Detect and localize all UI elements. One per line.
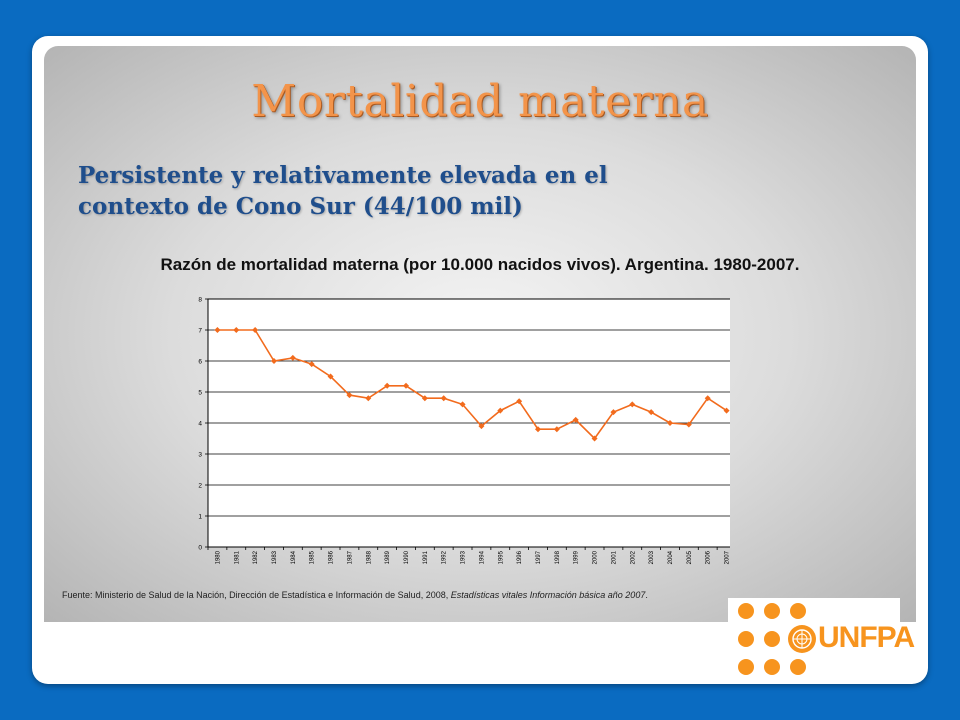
data-point — [440, 395, 447, 402]
data-point — [289, 354, 296, 361]
x-tick-label: 1994 — [479, 550, 485, 564]
logo-dot — [790, 659, 806, 675]
data-point — [271, 358, 277, 364]
data-point — [214, 327, 221, 333]
data-point — [403, 382, 409, 389]
x-tick-label: 1999 — [574, 550, 580, 564]
x-tick-label: 2002 — [630, 550, 636, 564]
logo-dot — [738, 603, 754, 619]
data-point — [723, 407, 730, 414]
x-tick-label: 2003 — [649, 550, 655, 564]
x-tick-label: 1991 — [423, 550, 429, 564]
y-tick-label: 4 — [198, 421, 202, 428]
x-tick-label: 2005 — [687, 550, 693, 564]
data-point — [685, 421, 692, 428]
source-prefix: Fuente: Ministerio de Salud de la Nación… — [62, 590, 451, 600]
data-point — [591, 435, 598, 442]
logo-dot — [738, 659, 754, 675]
data-point — [648, 409, 655, 416]
y-tick-label: 0 — [198, 545, 202, 552]
x-tick-label: 1995 — [498, 550, 504, 564]
x-tick-label: 2000 — [593, 550, 599, 564]
x-tick-label: 2004 — [668, 550, 674, 564]
slide-subtitle: Persistente y relativamente elevada en e… — [78, 160, 698, 222]
data-point — [346, 392, 353, 399]
logo-dot — [764, 603, 780, 619]
unfpa-logo: UNFPA — [728, 598, 915, 682]
data-point — [704, 395, 711, 402]
source-title: Estadísticas vitales Información básica … — [450, 590, 646, 600]
un-emblem-icon — [788, 625, 816, 653]
x-tick-label: 1980 — [215, 550, 221, 564]
data-point — [497, 407, 504, 414]
x-tick-label: 1986 — [329, 550, 335, 564]
data-point — [516, 398, 523, 405]
y-tick-label: 7 — [198, 328, 202, 335]
mortality-line-chart: 0 1 2 3 4 5 6 7 8 1980 1981 1982 1983 1984 1985 1986 198… — [198, 297, 730, 564]
x-tick-label: 2007 — [725, 550, 730, 564]
y-tick-label: 5 — [198, 390, 202, 397]
data-point — [610, 409, 617, 416]
data-point — [327, 373, 334, 380]
data-point — [459, 401, 466, 408]
x-tick-label: 1984 — [291, 550, 297, 564]
logo-dot — [764, 659, 780, 675]
x-tick-label: 1982 — [253, 550, 259, 564]
logo-dot — [738, 631, 754, 647]
y-tick-label: 8 — [198, 297, 202, 304]
series-line — [217, 329, 728, 440]
data-point — [421, 395, 428, 402]
data-point — [365, 395, 372, 402]
x-tick-label: 1996 — [517, 550, 523, 564]
data-point — [629, 401, 636, 408]
source-suffix: . — [645, 590, 648, 600]
y-tick-label: 2 — [198, 483, 202, 490]
data-point — [553, 426, 560, 433]
subtitle-line-2: contexto de Cono Sur (44/100 mil) — [78, 193, 523, 220]
x-tick-label: 1983 — [272, 550, 278, 564]
x-tick-label: 1987 — [347, 550, 353, 564]
slide-title: Mortalidad materna — [251, 76, 709, 127]
data-point — [384, 382, 391, 389]
y-tick-label: 3 — [198, 452, 202, 459]
data-point — [572, 416, 579, 423]
x-tick-label: 1981 — [234, 550, 240, 564]
x-tick-label: 1997 — [536, 550, 542, 564]
y-tick-label: 1 — [198, 514, 202, 521]
subtitle-line-1: Persistente y relativamente elevada en e… — [78, 162, 608, 189]
x-tick-label: 1992 — [442, 550, 448, 564]
x-tick-label: 1993 — [461, 550, 467, 564]
data-point — [233, 327, 240, 333]
data-point — [667, 420, 673, 426]
source-note: Fuente: Ministerio de Salud de la Nación… — [62, 589, 702, 602]
chart-title: Razón de mortalidad materna (por 10.000 … — [160, 255, 800, 274]
data-point — [535, 426, 541, 433]
x-tick-label: 2001 — [611, 550, 617, 564]
logo-dot — [790, 603, 806, 619]
x-tick-label: 2006 — [706, 550, 712, 564]
logo-dot — [764, 631, 780, 647]
data-point — [308, 361, 315, 368]
x-tick-label: 1990 — [404, 550, 410, 564]
data-point — [478, 423, 485, 430]
x-tick-label: 1989 — [385, 550, 391, 564]
y-tick-label: 6 — [198, 359, 202, 366]
x-tick-label: 1985 — [310, 550, 316, 564]
data-point — [252, 327, 259, 333]
x-tick-label: 1998 — [555, 550, 561, 564]
x-tick-label: 1988 — [366, 550, 372, 564]
logo-wordmark: UNFPA — [818, 621, 915, 654]
